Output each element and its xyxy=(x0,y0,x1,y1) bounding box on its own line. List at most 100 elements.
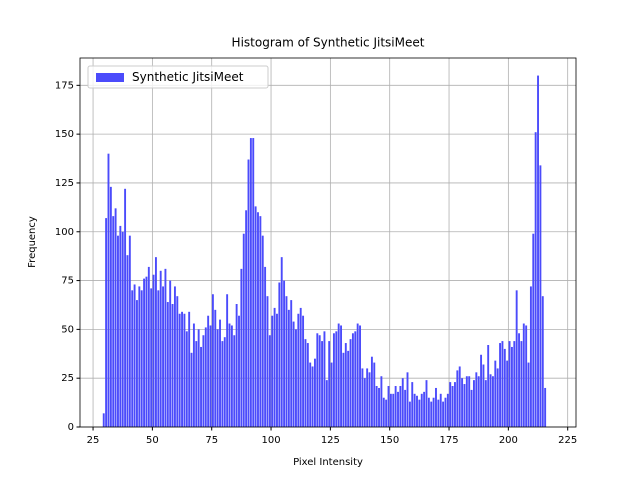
bar xyxy=(138,286,141,427)
bar xyxy=(290,300,293,427)
bar xyxy=(325,380,328,427)
bar xyxy=(178,313,181,427)
bar xyxy=(183,313,186,427)
bar xyxy=(321,341,324,427)
y-tick-label: 100 xyxy=(55,227,74,238)
bar xyxy=(496,368,499,427)
bar xyxy=(316,333,319,427)
bar xyxy=(332,333,335,427)
bar xyxy=(278,282,281,427)
bar xyxy=(221,341,224,427)
x-tick-label: 100 xyxy=(261,435,280,446)
bar xyxy=(380,376,383,427)
bar xyxy=(463,384,466,427)
y-tick-label: 175 xyxy=(55,80,74,91)
y-tick-label: 75 xyxy=(61,276,74,287)
bar xyxy=(152,274,155,427)
bar xyxy=(489,374,492,427)
bar xyxy=(126,255,129,427)
x-tick-label: 75 xyxy=(205,435,218,446)
x-axis-label: Pixel Intensity xyxy=(293,457,363,468)
bar xyxy=(214,309,217,427)
bar xyxy=(522,323,525,427)
bar xyxy=(247,159,250,427)
bar xyxy=(323,331,326,427)
bar xyxy=(128,235,131,427)
bar xyxy=(413,393,416,427)
bar xyxy=(242,233,245,427)
bar xyxy=(159,270,162,427)
bar xyxy=(477,376,480,427)
bar xyxy=(211,294,214,427)
legend-label: Synthetic JitsiMeet xyxy=(132,70,244,84)
bar xyxy=(181,311,183,427)
x-tick-label: 200 xyxy=(499,435,518,446)
bar xyxy=(439,393,442,427)
bar xyxy=(335,331,338,427)
bar xyxy=(454,382,456,427)
bar xyxy=(534,132,537,427)
bar xyxy=(297,313,300,427)
bar xyxy=(136,300,138,427)
bar xyxy=(204,327,207,427)
bar xyxy=(107,153,110,427)
bar xyxy=(527,362,530,427)
bar xyxy=(354,331,357,427)
bar xyxy=(491,376,494,427)
bar xyxy=(164,268,167,427)
bar xyxy=(330,362,333,427)
bar xyxy=(446,393,449,427)
bar xyxy=(408,401,411,427)
bar xyxy=(373,362,376,427)
bar xyxy=(209,325,212,427)
bar xyxy=(451,386,454,427)
bar xyxy=(176,296,179,427)
bar xyxy=(147,266,150,427)
legend: Synthetic JitsiMeet xyxy=(87,65,269,89)
bar xyxy=(342,352,345,427)
bar xyxy=(456,370,459,427)
bar xyxy=(117,235,119,427)
bar xyxy=(299,307,302,427)
plot-frame xyxy=(79,57,577,428)
bar xyxy=(382,397,385,427)
y-tick-label: 25 xyxy=(61,373,74,384)
bar xyxy=(235,304,238,427)
bar xyxy=(169,280,172,427)
bar xyxy=(480,354,483,427)
bar xyxy=(520,341,523,427)
bar xyxy=(133,284,136,427)
bar xyxy=(254,206,257,427)
bar xyxy=(228,323,231,427)
bar xyxy=(541,296,544,427)
bar xyxy=(484,380,487,427)
bar xyxy=(280,257,283,427)
bar xyxy=(359,325,361,427)
bar xyxy=(503,348,506,427)
bar xyxy=(349,339,352,427)
x-tick-label: 50 xyxy=(146,435,159,446)
bar xyxy=(216,329,219,427)
bar xyxy=(430,401,433,427)
bar xyxy=(190,352,193,427)
bar xyxy=(432,397,435,427)
bar xyxy=(292,321,295,427)
bar xyxy=(150,288,153,427)
bar xyxy=(145,276,148,427)
legend-swatch xyxy=(96,73,124,82)
bar xyxy=(444,397,447,427)
legend-box xyxy=(87,65,269,89)
bar xyxy=(166,302,169,427)
x-tick-label: 225 xyxy=(558,435,577,446)
bar xyxy=(185,331,188,427)
bar xyxy=(394,386,397,427)
bar xyxy=(295,329,297,427)
bar xyxy=(356,323,359,427)
bar xyxy=(506,360,509,427)
bar xyxy=(389,393,392,427)
bar xyxy=(361,368,364,427)
bar xyxy=(420,393,423,427)
bar xyxy=(249,138,252,428)
bar xyxy=(539,165,542,427)
